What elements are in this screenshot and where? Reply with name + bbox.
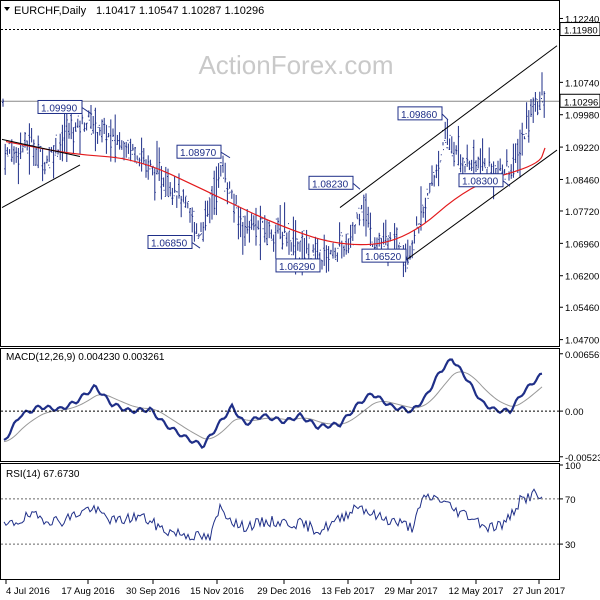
- x-tick-label: 17 Aug 2016: [61, 586, 114, 597]
- x-tick-label: 27 Jun 2017: [513, 586, 565, 597]
- price-annotation-leader: [352, 182, 361, 190]
- price-annotation-box: [37, 99, 83, 114]
- hline-price-label: 1.11980: [564, 26, 598, 37]
- price-annotation-box: [397, 106, 443, 121]
- symbol-label: EURCHF,Daily: [14, 5, 87, 17]
- price-annotation-box: [176, 144, 222, 159]
- x-tick-label: 30 Sep 2016: [126, 586, 180, 597]
- x-tick-label: 15 Nov 2016: [190, 586, 244, 597]
- price-annotation-box: [147, 235, 193, 249]
- price-tick-label: 1.06960: [565, 239, 599, 250]
- macd-line: [3, 358, 543, 449]
- macd-axis: 0.006569 0.00 -0.005231: [1, 350, 600, 464]
- price-annotation-box: [458, 173, 504, 188]
- trend-line: [1, 164, 81, 209]
- price-tick-label: 1.04700: [565, 336, 599, 347]
- x-tick-label: 4 Jul 2016: [6, 586, 50, 597]
- price-tick-label: 1.09980: [565, 111, 599, 122]
- rsi-line: [3, 488, 543, 541]
- price-bars: [2, 72, 546, 278]
- price-annotation-leader: [441, 113, 449, 121]
- price-annotation-box: [308, 175, 354, 190]
- quote-label: 1.10417 1.10547 1.10287 1.10296: [96, 5, 264, 17]
- price-tick-label: 1.06200: [565, 272, 599, 283]
- rsi-tick-label: 70: [565, 495, 576, 506]
- ma-line: [5, 140, 546, 246]
- rsi-panel-frame: [0, 463, 560, 580]
- dropdown-triangle-icon[interactable]: [4, 7, 10, 11]
- price-tick-label: 1.10740: [565, 78, 599, 89]
- x-tick-label: 29 Dec 2016: [257, 586, 311, 597]
- last-price-label: 1.10296: [564, 97, 598, 108]
- price-tick-label: 1.07720: [565, 207, 599, 218]
- price-grid: [1, 29, 559, 102]
- macd-tick-label: 0.00: [565, 407, 584, 418]
- moving-average: [5, 140, 546, 246]
- watermark: ActionForex.com: [198, 50, 393, 80]
- x-axis: 4 Jul 2016 17 Aug 2016 30 Sep 2016 15 Nov 2…: [5, 579, 565, 597]
- price-annotations: 1.09990 1.08970 1.06850 1.06290 1.08230 1.065…: [37, 99, 511, 273]
- price-annotation-label: 1.09860: [401, 110, 438, 121]
- rsi-axis: 100 70 30: [1, 461, 581, 551]
- macd-lines: [3, 358, 543, 449]
- price-annotation-box: [275, 258, 321, 273]
- rsi-label: RSI(14) 67.6730: [6, 469, 80, 480]
- price-tick-label: 1.05460: [565, 303, 599, 314]
- rsi-tick-label: 30: [565, 540, 576, 551]
- x-tick-label: 12 May 2017: [449, 586, 504, 597]
- price-annotation-leader: [405, 255, 409, 263]
- macd-panel-frame: [0, 348, 560, 462]
- macd-tick-label: 0.006569: [565, 350, 600, 361]
- price-annotation-label: 1.06290: [279, 262, 316, 273]
- price-tick-label: 1.09220: [565, 143, 599, 154]
- rsi-lines: [3, 488, 543, 541]
- trend-line: [404, 149, 558, 262]
- price-annotation-label: 1.08300: [462, 177, 499, 188]
- price-annotation-leader: [502, 180, 511, 187]
- price-annotation-label: 1.08970: [180, 148, 217, 159]
- macd-label: MACD(12,26,9) 0.004230 0.003261: [6, 352, 165, 363]
- trend-lines: [1, 45, 558, 262]
- price-annotation-label: 1.06520: [365, 252, 402, 263]
- last-price-tag: [559, 93, 600, 108]
- price-tick-label: 1.08460: [565, 175, 599, 186]
- rsi-tick-label: 100: [565, 461, 581, 472]
- price-annotation-leader: [191, 242, 201, 249]
- price-annotation-label: 1.08230: [312, 179, 349, 190]
- macd-tick-label: -0.005231: [565, 453, 600, 464]
- price-annotation-label: 1.06850: [151, 239, 188, 250]
- price-annotation-leader: [220, 151, 231, 159]
- macd-signal-line: [3, 371, 543, 443]
- price-tick-label: 1.12240: [565, 14, 599, 25]
- trend-line: [339, 45, 558, 208]
- hline-price-tag: [559, 22, 600, 37]
- x-tick-label: 29 Mar 2017: [384, 586, 437, 597]
- trend-line: [1, 138, 81, 157]
- price-annotation-label: 1.09990: [41, 103, 78, 114]
- x-tick-label: 13 Feb 2017: [321, 586, 374, 597]
- price-annotation-box: [361, 248, 407, 263]
- price-annotation-leader: [81, 107, 93, 115]
